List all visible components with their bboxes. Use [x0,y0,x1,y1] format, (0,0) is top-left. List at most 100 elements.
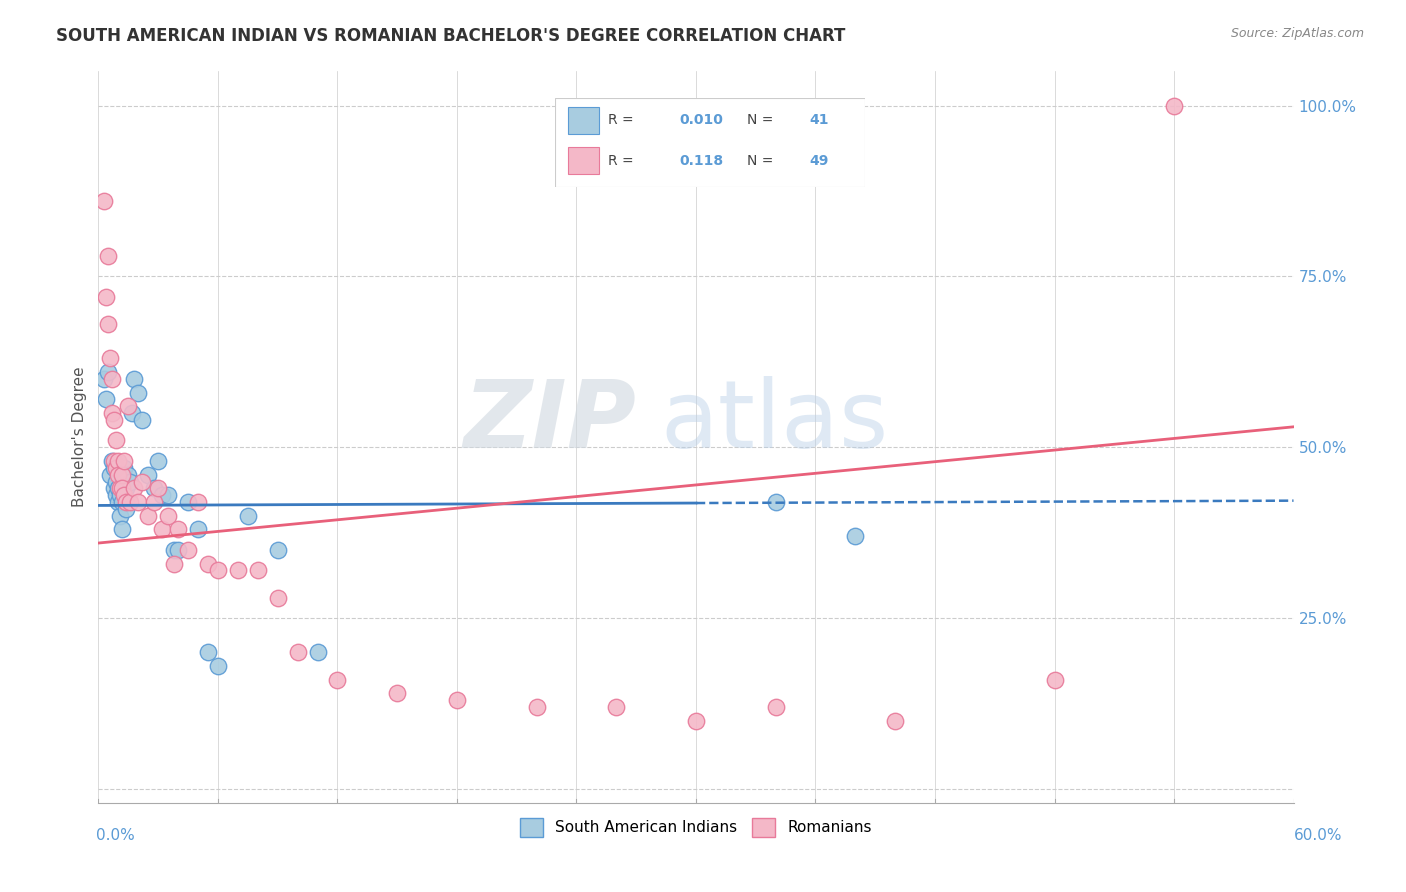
Y-axis label: Bachelor's Degree: Bachelor's Degree [72,367,87,508]
Point [120,495,142,509]
Point [98,351,122,366]
Point [117,467,139,482]
Point [605,700,627,714]
Point [124,481,146,495]
Point [97,318,120,332]
Point [526,700,548,714]
Point [97,249,120,263]
Point [246,563,269,577]
Point [110,481,132,495]
Point [167,542,190,557]
Point [148,481,170,495]
Point [207,659,229,673]
Point [101,406,124,420]
Text: N =: N = [747,153,778,168]
Point [446,693,468,707]
Point [93,194,115,209]
Legend: South American Indians, Romanians: South American Indians, Romanians [513,812,879,843]
Point [187,522,209,536]
Point [177,542,200,557]
Point [115,481,138,495]
Point [111,467,134,482]
Point [110,508,132,523]
Point [105,434,128,448]
Point [177,495,200,509]
Point [115,501,138,516]
Point [98,467,122,482]
Point [107,467,129,482]
Point [103,460,125,475]
Point [307,645,329,659]
Point [143,495,166,509]
Point [163,557,186,571]
Point [107,481,129,495]
Point [884,714,907,728]
Point [105,460,128,475]
Point [96,290,118,304]
Point [112,460,135,475]
Point [287,645,309,659]
Point [226,563,249,577]
Point [150,522,173,536]
Point [97,365,120,379]
Text: R =: R = [607,153,638,168]
Point [131,413,153,427]
Point [103,454,125,468]
Point [124,372,146,386]
Text: N =: N = [747,113,778,128]
Point [143,481,166,495]
Point [207,563,229,577]
Point [93,372,115,386]
Text: 0.010: 0.010 [679,113,723,128]
Point [105,488,128,502]
Point [197,645,219,659]
Point [111,495,134,509]
Point [110,488,132,502]
Point [236,508,259,523]
Text: 0.118: 0.118 [679,153,723,168]
Bar [568,147,599,174]
Text: R =: R = [607,113,638,128]
Point [385,686,409,700]
Point [101,372,124,386]
Point [167,522,190,536]
Text: SOUTH AMERICAN INDIAN VS ROMANIAN BACHELOR'S DEGREE CORRELATION CHART: SOUTH AMERICAN INDIAN VS ROMANIAN BACHEL… [56,27,845,45]
Text: 60.0%: 60.0% [1295,828,1343,843]
Point [197,557,219,571]
Point [105,475,128,489]
Point [765,700,787,714]
Bar [568,107,599,134]
Point [127,385,149,400]
Point [157,488,180,502]
Point [115,495,138,509]
Point [112,454,135,468]
Point [117,400,139,414]
Point [101,454,124,468]
Point [111,522,134,536]
Point [112,488,135,502]
Point [685,714,707,728]
Point [103,481,125,495]
Point [120,475,142,489]
Point [765,495,787,509]
Text: 49: 49 [808,153,828,168]
Point [163,542,186,557]
Point [112,475,135,489]
Point [267,591,290,605]
Point [136,467,159,482]
Text: Source: ZipAtlas.com: Source: ZipAtlas.com [1230,27,1364,40]
Point [121,406,143,420]
Text: atlas: atlas [661,376,889,468]
Point [267,542,290,557]
Point [844,529,866,543]
Point [1043,673,1066,687]
Point [136,508,159,523]
Point [150,488,173,502]
Point [103,413,125,427]
Point [111,481,134,495]
Point [148,454,170,468]
Text: 0.0%: 0.0% [96,828,135,843]
Point [96,392,118,407]
Text: 41: 41 [808,113,828,128]
Text: ZIP: ZIP [464,376,637,468]
